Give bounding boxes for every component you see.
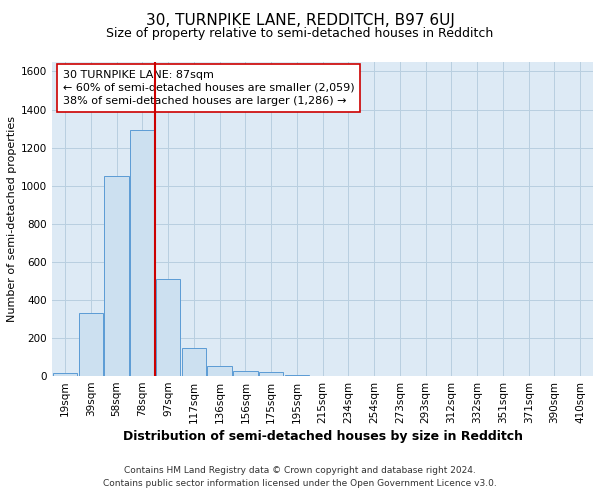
- Bar: [104, 176, 129, 376]
- Bar: [156, 279, 181, 376]
- X-axis label: Distribution of semi-detached houses by size in Redditch: Distribution of semi-detached houses by …: [122, 430, 523, 443]
- Bar: [79, 314, 103, 376]
- Bar: [208, 366, 232, 376]
- Text: 30, TURNPIKE LANE, REDDITCH, B97 6UJ: 30, TURNPIKE LANE, REDDITCH, B97 6UJ: [146, 12, 454, 28]
- Bar: [53, 374, 77, 376]
- Bar: [130, 130, 155, 376]
- Bar: [284, 375, 309, 376]
- Bar: [233, 372, 257, 376]
- Text: 30 TURNPIKE LANE: 87sqm
← 60% of semi-detached houses are smaller (2,059)
38% of: 30 TURNPIKE LANE: 87sqm ← 60% of semi-de…: [63, 70, 355, 106]
- Text: Contains HM Land Registry data © Crown copyright and database right 2024.
Contai: Contains HM Land Registry data © Crown c…: [103, 466, 497, 487]
- Bar: [182, 348, 206, 376]
- Text: Size of property relative to semi-detached houses in Redditch: Size of property relative to semi-detach…: [106, 28, 494, 40]
- Bar: [259, 372, 283, 376]
- Y-axis label: Number of semi-detached properties: Number of semi-detached properties: [7, 116, 17, 322]
